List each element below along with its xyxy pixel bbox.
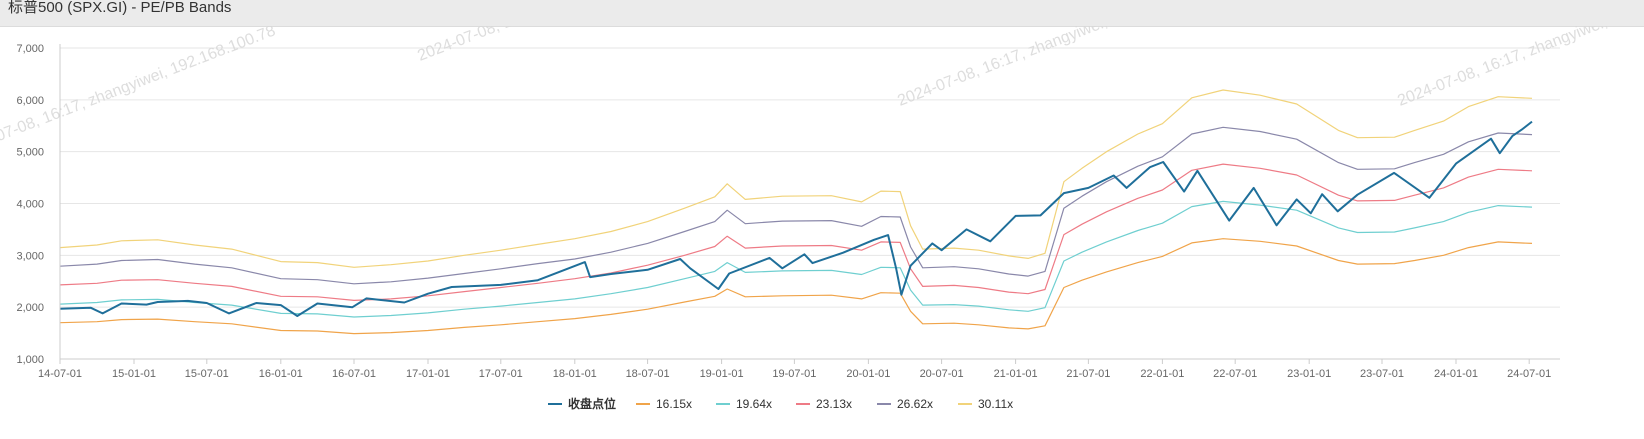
watermark-text: 2024-07-08, 16:17, zhangyiwei, 192.168.1…	[415, 26, 738, 65]
x-tick-label: 16-07-01	[332, 368, 376, 380]
series-line-16.15x	[59, 238, 1533, 335]
x-tick-label: 22-07-01	[1213, 368, 1257, 380]
pe-band-chart[interactable]: 2024-07-08, 16:17, zhangyiwei, 192.168.1…	[0, 26, 1644, 439]
x-tick-label: 16-01-01	[259, 368, 303, 380]
legend-label: 26.62x	[897, 397, 933, 411]
series-line-30.11x	[59, 89, 1533, 268]
legend-item[interactable]: 26.62x	[877, 397, 933, 411]
x-tick-label: 20-01-01	[846, 368, 890, 380]
x-tick-label: 24-01-01	[1434, 368, 1478, 380]
series-layer	[59, 89, 1533, 335]
y-tick-label: 6,000	[16, 95, 44, 107]
x-tick-label: 23-01-01	[1287, 368, 1331, 380]
legend-label: 23.13x	[816, 397, 852, 411]
legend-label: 19.64x	[736, 397, 772, 411]
legend-item[interactable]: 23.13x	[796, 397, 852, 411]
watermark-layer: 2024-07-08, 16:17, zhangyiwei, 192.168.1…	[0, 26, 1644, 160]
legend-item[interactable]: 收盘点位	[548, 396, 616, 411]
legend: 收盘点位 16.15x 19.64x 23.13x 26.62x 30.11x	[548, 396, 1013, 411]
x-tick-label: 19-07-01	[772, 368, 816, 380]
axes-layer: 1,000 2,000 3,000 4,000 5,000 6,000 7,000 14-07…	[16, 43, 1560, 380]
series-line-23.13x	[59, 163, 1533, 301]
x-tick-label: 19-01-01	[700, 368, 744, 380]
x-tick-label: 18-07-01	[626, 368, 670, 380]
chart-title-bar: 标普500 (SPX.GI) - PE/PB Bands	[0, 0, 1644, 27]
x-tick-label: 24-07-01	[1507, 368, 1551, 380]
y-tick-label: 1,000	[16, 354, 44, 366]
y-tick-label: 5,000	[16, 147, 44, 159]
chart-title: 标普500 (SPX.GI) - PE/PB Bands	[8, 0, 232, 16]
x-tick-label: 18-01-01	[553, 368, 597, 380]
legend-label: 30.11x	[978, 397, 1013, 411]
x-tick-label: 17-01-01	[406, 368, 450, 380]
x-tick-label: 17-07-01	[479, 368, 523, 380]
series-line-19.64x	[59, 200, 1533, 318]
x-tick-label: 15-07-01	[185, 368, 229, 380]
x-tick-label: 22-01-01	[1140, 368, 1184, 380]
legend-item[interactable]: 30.11x	[958, 397, 1013, 411]
series-line-收盘点位	[59, 120, 1533, 317]
x-tick-label: 20-07-01	[920, 368, 964, 380]
legend-label: 16.15x	[656, 397, 692, 411]
y-tick-label: 4,000	[16, 199, 44, 211]
x-tick-label: 21-07-01	[1066, 368, 1110, 380]
grid-lines	[60, 47, 1560, 360]
watermark-text: 2024-07-08, 16:17, zhangyiwei, 192.168.1…	[895, 26, 1218, 110]
legend-label: 收盘点位	[568, 396, 616, 411]
x-tick-label: 23-07-01	[1360, 368, 1404, 380]
y-tick-label: 2,000	[16, 302, 44, 314]
y-tick-label: 3,000	[16, 250, 44, 262]
legend-item[interactable]: 19.64x	[716, 397, 772, 411]
x-tick-label: 21-01-01	[994, 368, 1038, 380]
legend-item[interactable]: 16.15x	[636, 397, 692, 411]
x-tick-label: 14-07-01	[38, 368, 82, 380]
series-line-26.62x	[59, 126, 1533, 285]
y-tick-label: 7,000	[16, 43, 44, 55]
x-tick-label: 15-01-01	[112, 368, 156, 380]
